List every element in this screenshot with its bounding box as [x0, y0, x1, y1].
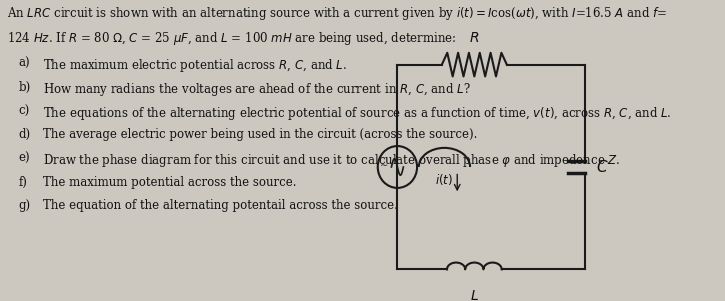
Text: e): e)	[19, 152, 30, 165]
Text: f): f)	[19, 175, 28, 189]
Text: The maximum electric potential across $R$, $C$, and $L$.: The maximum electric potential across $R…	[43, 57, 347, 74]
Text: $C$: $C$	[596, 159, 608, 175]
Text: b): b)	[19, 81, 31, 94]
Text: The maximum potential across the source.: The maximum potential across the source.	[43, 175, 297, 189]
Text: The equations of the alternating electric potential of source as a function of t: The equations of the alternating electri…	[43, 105, 671, 122]
Text: g): g)	[19, 199, 31, 212]
Text: How many radians the voltages are ahead of the current in $R$, $C$, and $L$?: How many radians the voltages are ahead …	[43, 81, 471, 98]
Text: c): c)	[19, 105, 30, 118]
Text: An $LRC$ circuit is shown with an alternating source with a current given by $i(: An $LRC$ circuit is shown with an altern…	[7, 5, 667, 23]
Text: 124 $Hz$. If $R$ = 80 $\Omega$, $C$ = 25 $\mu F$, and $L$ = 100 $mH$ are being u: 124 $Hz$. If $R$ = 80 $\Omega$, $C$ = 25…	[7, 30, 457, 47]
Text: a): a)	[19, 57, 30, 70]
Text: The equation of the alternating potentail across the source.: The equation of the alternating potentai…	[43, 199, 397, 212]
Text: $\sim$: $\sim$	[378, 158, 389, 168]
Text: $R$: $R$	[469, 31, 479, 45]
Text: Draw the phase diagram for this circuit and use it to calculate overall phase $\: Draw the phase diagram for this circuit …	[43, 152, 620, 169]
Text: $i(t)$: $i(t)$	[436, 172, 453, 187]
Text: The average electric power being used in the circuit (across the source).: The average electric power being used in…	[43, 128, 477, 141]
Text: $L$: $L$	[470, 289, 478, 301]
Text: d): d)	[19, 128, 31, 141]
